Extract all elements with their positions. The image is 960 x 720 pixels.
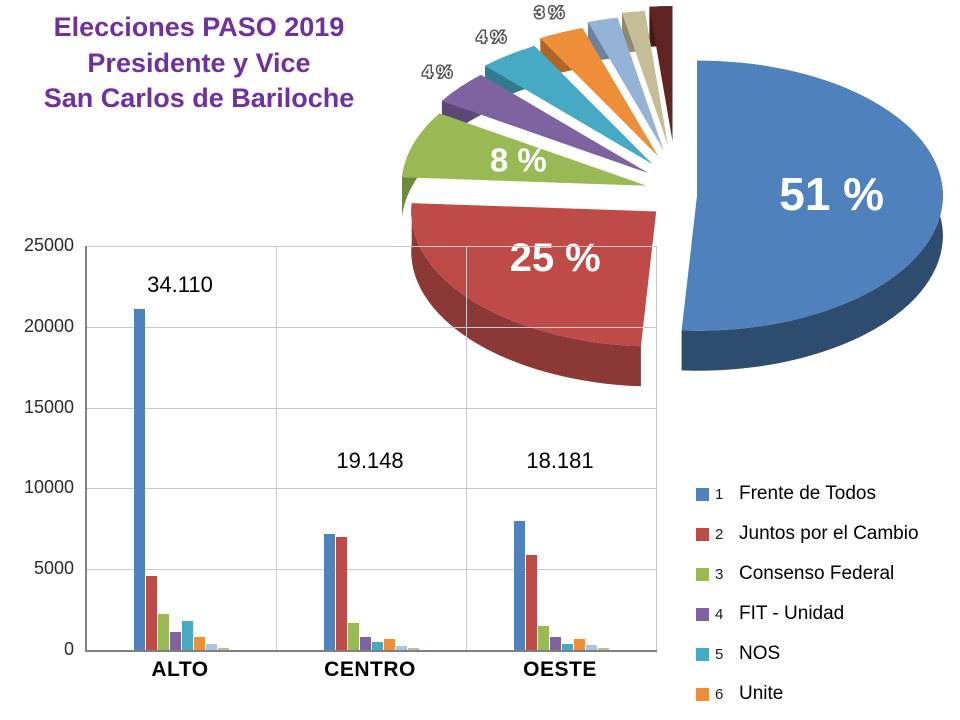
pie-slice [411,203,657,347]
legend-item: 6 Unite [696,674,958,714]
legend-item: 2 Juntos por el Cambio [696,514,958,554]
legend-swatch [696,487,709,501]
pie-label-outline: 4 % [477,27,506,46]
bar [170,632,181,650]
y-axis-tick-label: 5000 [33,558,74,579]
category-cell [277,246,467,650]
data-label-total: 19.148 [336,448,404,473]
bar [384,638,395,650]
y-axis-tick-label: 15000 [23,396,74,417]
bar [598,648,609,650]
legend-label: Frente de Todos [739,483,876,504]
pie-label: 25 % [510,236,601,280]
bar [408,648,419,650]
data-label-total: 18.181 [526,448,594,473]
pie-slice [649,6,673,142]
pie-label: 4 % [477,27,506,46]
grid-line [87,488,657,490]
legend-label: Juntos por el Cambio [739,523,919,544]
bar [134,309,145,650]
legend-swatch [696,687,709,701]
page-title: Elecciones PASO 2019 Presidente y Vice S… [0,10,398,117]
bar [526,554,537,650]
bar [182,620,193,650]
bar-chart-plot [85,246,657,652]
pie-label: 8 % [490,142,547,179]
pie-label: 4 % [423,62,452,81]
title-line-1: Elecciones PASO 2019 [53,12,345,42]
bar [538,625,549,650]
pie-slice-side [411,203,641,387]
bar [550,637,561,650]
legend-item: 5 NOS [696,634,958,674]
bar [562,643,573,650]
data-label-total: 34.110 [147,272,213,297]
pie-label-outline: 3 % [535,3,564,22]
pie-slice [540,28,659,157]
title-line-3: San Carlos de Bariloche [43,83,355,114]
bar [396,646,407,650]
category-cell [467,246,657,650]
pie-slice [402,113,647,186]
category-label: OESTE [523,658,597,681]
bar [146,575,157,650]
bar [158,614,169,650]
pie-slice [681,60,943,331]
bar [514,520,525,650]
bar [372,641,383,650]
grid-line [87,246,657,247]
legend-number: 3 [715,565,724,583]
legend: 1 Frente de Todos 2 Juntos por el Cambio 3 Co… [696,474,958,714]
bar [324,533,335,650]
pie-chart: 51 %25 %8 %4 %4 %4 %4 %3 %3 % [402,2,943,387]
category-label: ALTO [151,658,209,681]
bar [194,637,205,650]
y-axis-tick-label: 10000 [23,477,74,498]
bar [360,637,371,650]
pie-slice [622,11,668,146]
bar [348,622,359,650]
legend-item: 3 Consenso Federal [696,554,958,594]
bar [586,645,597,650]
pie-label: 51 % [779,168,884,220]
bar-group [277,533,466,650]
pie-label: 3 % [535,3,564,22]
legend-swatch [696,527,709,541]
legend-number: 6 [715,685,724,703]
bar [218,647,229,650]
y-axis-tick-label: 20000 [23,315,74,336]
legend-number: 1 [715,485,724,503]
legend-item: 1 Frente de Todos [696,474,958,514]
bar-group [467,520,656,650]
legend-label: NOS [739,643,781,664]
bar [574,638,585,650]
legend-label: FIT - Unidad [739,603,845,624]
y-axis-tick-label: 25000 [23,235,74,255]
legend-number: 4 [715,605,724,623]
category-label: CENTRO [324,658,416,681]
pie-label-outline: 4 % [423,62,452,81]
y-axis-tick-label: 0 [63,639,74,659]
legend-item: 4 FIT - Unidad [696,594,958,634]
bar [206,643,217,650]
legend-label: Unite [739,683,784,704]
legend-number: 5 [715,645,724,663]
title-line-2: Presidente y Vice [87,47,311,78]
legend-number: 2 [715,525,724,543]
bar [336,536,347,650]
category-cell [87,246,277,650]
legend-label: Consenso Federal [739,563,895,584]
legend-swatch [696,607,709,621]
legend-swatch [696,567,709,581]
grid-line [87,326,657,328]
legend-swatch [696,647,709,661]
pie-slice [485,46,653,165]
bar-group [87,309,276,650]
grid-line [87,407,657,409]
pie-slice [587,17,664,151]
pie-slice [441,74,649,174]
grid-line [87,569,657,571]
